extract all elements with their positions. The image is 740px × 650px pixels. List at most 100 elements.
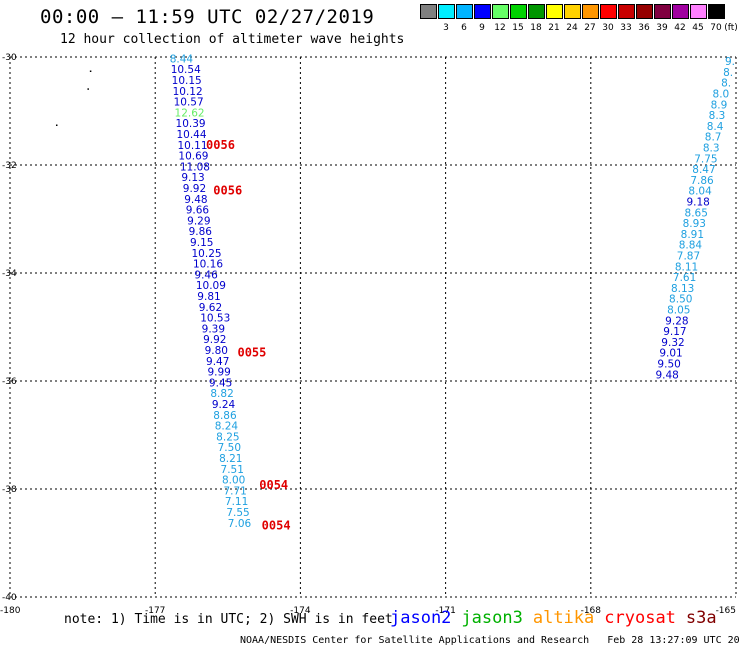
land-dot [55,124,58,126]
wave-height-value: 9.62 [199,302,222,314]
wave-height-value: 9.01 [659,348,682,360]
wave-height-value: 8.44 [170,53,194,65]
wave-height-value: 7.75 [694,153,717,165]
wave-height-value: 8.93 [683,218,706,230]
wave-height-value: 9.28 [665,315,688,327]
satellite-name: jason3 [461,608,523,628]
map-subtitle: 12 hour collection of altimeter wave hei… [60,32,405,47]
legend-swatch [438,4,455,19]
legend-label: 30 [602,23,614,33]
credit-line: NOAA/NESDIS Center for Satellite Applica… [240,635,740,646]
wave-height-value: 9.99 [207,367,230,379]
legend-swatch [654,4,671,19]
wave-height-value: 7.11 [225,496,248,508]
wave-height-value: 10.53 [200,313,230,325]
wave-height-value: 11.08 [180,161,210,173]
lon-tick-label: -171 [435,606,455,616]
wave-height-value: 10.09 [196,280,226,292]
wave-height-value: 8.04 [688,186,712,198]
legend-swatch [474,4,491,19]
wave-height-value: 8. [723,67,733,79]
legend-swatch [564,4,581,19]
legend-label: 12 [494,23,506,33]
legend-label: 36 [638,23,650,33]
legend-label: 39 [656,23,668,33]
wave-height-value: 8.11 [675,261,698,273]
wave-height-value: 9.17 [663,326,686,338]
wave-height-value: 7.55 [226,507,249,519]
wave-height-value: 9.92 [183,183,206,195]
wave-height-value: 9.46 [194,269,218,281]
wave-height-value: 8.91 [681,229,704,241]
lon-tick-label: -165 [716,606,736,616]
satellite-name: s3a [685,608,717,628]
legend-swatch [600,4,617,19]
wave-height-value: 9.24 [212,399,236,411]
lat-tick-label: -30 [2,53,17,63]
legend-swatch [510,4,527,19]
legend-unit: (ft) [724,23,738,33]
wave-height-value: 10.57 [174,97,204,109]
legend-label: 15 [512,23,524,33]
land-dot [87,88,89,90]
legend-label: 6 [461,23,467,33]
satellite-legend: jason2 jason3 altika cryosat s3a [390,608,727,628]
wave-height-value: 9.92 [203,334,226,346]
wave-height-value: 7.61 [673,272,696,284]
pass-time-label: 0054 [262,519,291,533]
legend-swatch [690,4,707,19]
wave-height-value: 8.05 [667,305,690,317]
legend-label: 21 [548,23,560,33]
legend-label: 27 [584,23,596,33]
lat-tick-label: -36 [2,377,17,387]
legend-label: 70 [710,23,722,33]
wave-height-value: 9.39 [202,323,225,335]
lon-tick-label: -177 [145,606,165,616]
wave-height-value: 10.69 [178,151,208,163]
wave-height-value: 9.81 [197,291,220,303]
wave-height-value: 12.62 [175,107,205,119]
legend-label: 3 [443,23,449,33]
legend-swatch [492,4,509,19]
map-title: 00:00 – 11:59 UTC 02/27/2019 [40,6,375,28]
wave-height-value: 10.15 [172,75,202,87]
wave-height-value: 8.82 [210,388,233,400]
wave-height-value: 9.48 [655,369,678,381]
wave-height-value: 7.87 [677,251,700,263]
wave-height-value: 9.47 [206,356,229,368]
land-dot [89,70,92,72]
wave-height-value: 8.47 [692,164,715,176]
wave-height-value: 10.39 [176,118,206,130]
wave-height-value: 7.86 [690,175,714,187]
wave-height-value: 8.86 [213,410,237,422]
lon-tick-label: -168 [581,606,602,616]
wave-height-value: 10.54 [171,64,201,76]
generated-timestamp: Feb 28 13:27:09 UTC 2019 [607,635,740,646]
lat-tick-label: -38 [2,485,17,495]
wave-height-value: 9.32 [661,337,684,349]
legend-label: 45 [692,23,704,33]
wave-height-value: 8.65 [685,207,708,219]
wave-height-value: 9.15 [190,237,213,249]
legend-label: 24 [566,23,578,33]
satellite-name: jason2 [390,608,452,628]
legend-swatch [618,4,635,19]
wave-height-value: 7.71 [223,485,246,497]
wave-height-value: 8.50 [669,294,692,306]
wave-height-value: 9.18 [686,197,709,209]
legend-swatch [708,4,725,19]
wave-height-value: 10.12 [173,86,203,98]
legend-swatch [528,4,545,19]
wave-height-value: 8.4 [707,121,724,133]
wave-height-value: 10.44 [176,129,206,141]
wave-height-value: 10.25 [192,248,222,260]
wave-height-value: 8.21 [219,453,242,465]
wave-height-value: 8.0 [713,89,730,101]
legend-swatch [546,4,563,19]
satellite-name: cryosat [604,608,676,628]
legend-swatch [582,4,599,19]
legend-swatch [636,4,653,19]
wave-height-value: 10.11 [177,140,207,152]
footnote: note: 1) Time is in UTC; 2) SWH is in fe… [64,612,393,627]
legend-swatch [420,4,437,19]
